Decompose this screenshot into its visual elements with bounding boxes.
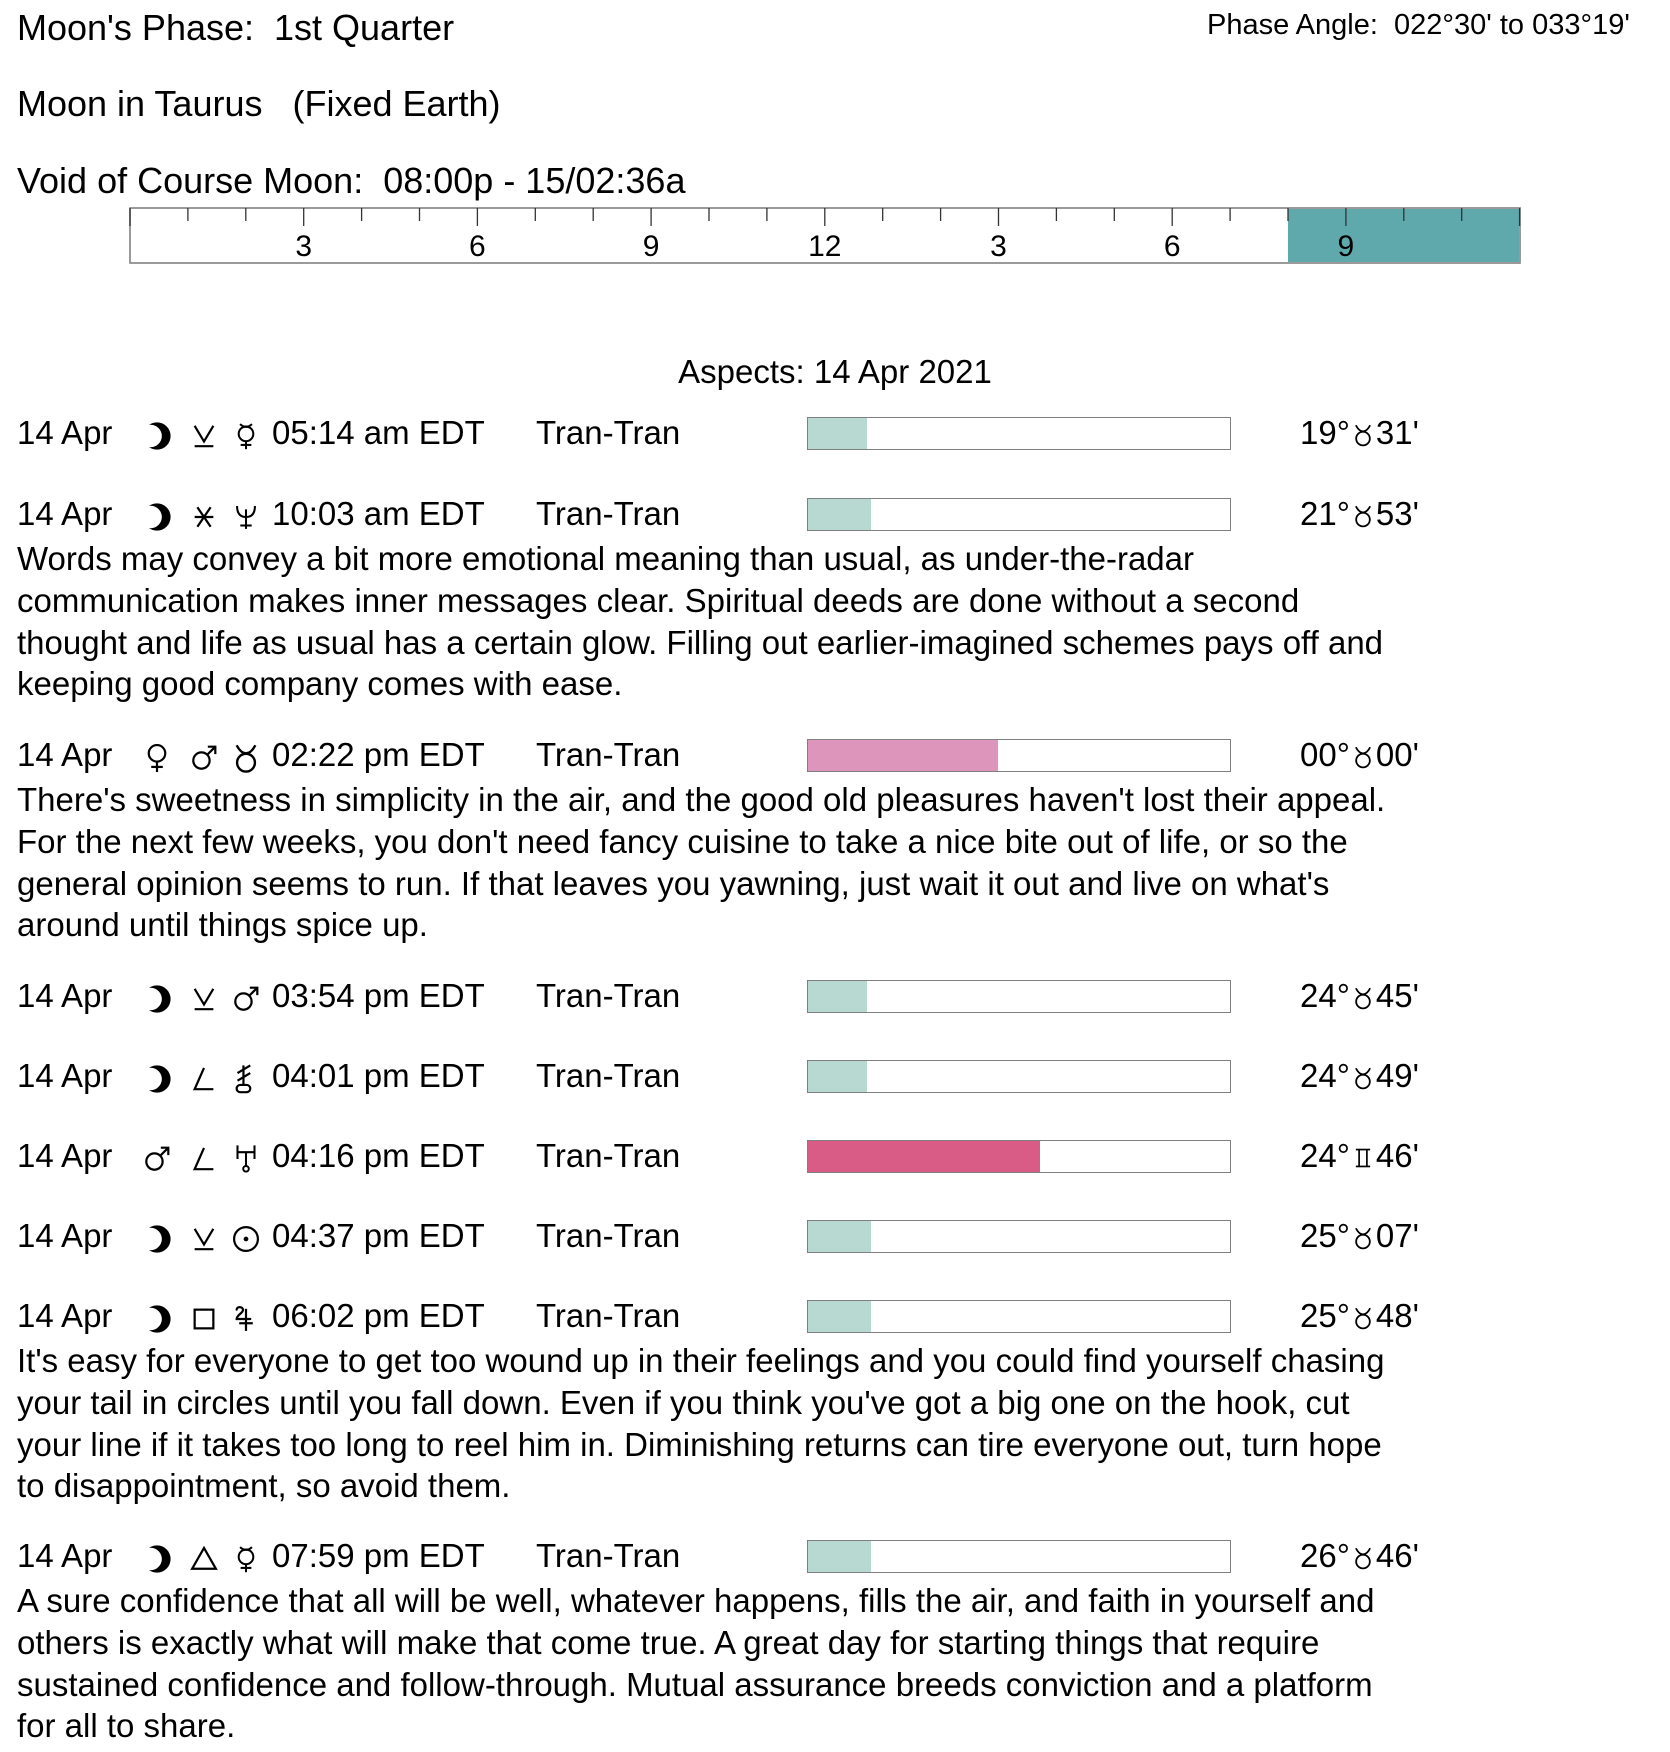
- svg-text:9: 9: [643, 230, 660, 263]
- svg-text:3: 3: [990, 230, 1007, 263]
- svg-text:3: 3: [295, 230, 312, 263]
- svg-text:6: 6: [469, 230, 486, 263]
- svg-text:6: 6: [1164, 230, 1181, 263]
- svg-text:9: 9: [1338, 230, 1355, 263]
- svg-text:12: 12: [808, 230, 841, 263]
